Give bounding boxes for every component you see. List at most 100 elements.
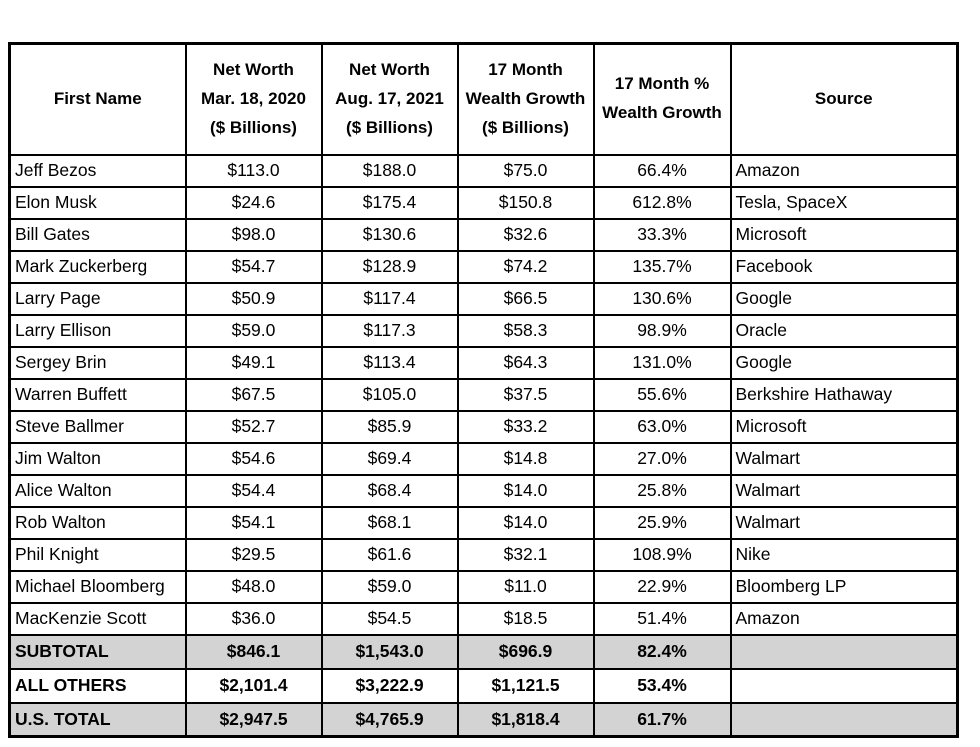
cell-first-name: Phil Knight bbox=[8, 537, 187, 572]
cell-pct-wealth-growth: 108.9% bbox=[592, 537, 732, 572]
table-header: First Name Net Worth Mar. 18, 2020 ($ Bi… bbox=[8, 42, 959, 156]
cell-wealth-growth: $150.8 bbox=[456, 185, 595, 220]
table-row: MacKenzie Scott $36.0 $54.5 $18.5 51.4% Amazo… bbox=[8, 601, 959, 636]
table-body: Jeff Bezos $113.0 $188.0 $75.0 66.4% Amazon El… bbox=[8, 153, 959, 738]
cell-source: Oracle bbox=[729, 313, 959, 348]
cell-net-worth-2021: $68.1 bbox=[320, 505, 459, 540]
summary-row: ALL OTHERS $2,101.4 $3,222.9 $1,121.5 53.4% bbox=[8, 667, 959, 704]
cell-source: Walmart bbox=[729, 441, 959, 476]
cell-source bbox=[729, 667, 959, 704]
cell-net-worth-2021: $117.4 bbox=[320, 281, 459, 316]
table-row: Michael Bloomberg $48.0 $59.0 $11.0 22.9% Blo… bbox=[8, 569, 959, 604]
cell-pct-wealth-growth: 131.0% bbox=[592, 345, 732, 380]
summary-row: SUBTOTAL $846.1 $1,543.0 $696.9 82.4% bbox=[8, 633, 959, 670]
cell-first-name: Bill Gates bbox=[8, 217, 187, 252]
cell-source: Microsoft bbox=[729, 409, 959, 444]
table-row: Elon Musk $24.6 $175.4 $150.8 612.8% Tesla, S… bbox=[8, 185, 959, 220]
table-row: Jim Walton $54.6 $69.4 $14.8 27.0% Walmart bbox=[8, 441, 959, 476]
cell-net-worth-2020: $113.0 bbox=[184, 153, 323, 188]
cell-wealth-growth: $58.3 bbox=[456, 313, 595, 348]
cell-net-worth-2021: $54.5 bbox=[320, 601, 459, 636]
cell-net-worth-2020: $50.9 bbox=[184, 281, 323, 316]
cell-source: Amazon bbox=[729, 153, 959, 188]
cell-pct-wealth-growth: 66.4% bbox=[592, 153, 732, 188]
cell-source: Berkshire Hathaway bbox=[729, 377, 959, 412]
cell-first-name: Larry Ellison bbox=[8, 313, 187, 348]
cell-net-worth-2020: $54.4 bbox=[184, 473, 323, 508]
table-row: Mark Zuckerberg $54.7 $128.9 $74.2 135.7% Fac… bbox=[8, 249, 959, 284]
header-source: Source bbox=[729, 42, 959, 156]
cell-net-worth-2021: $4,765.9 bbox=[320, 701, 459, 738]
cell-first-name: U.S. TOTAL bbox=[8, 701, 187, 738]
cell-first-name: Steve Ballmer bbox=[8, 409, 187, 444]
cell-wealth-growth: $14.0 bbox=[456, 473, 595, 508]
cell-pct-wealth-growth: 63.0% bbox=[592, 409, 732, 444]
cell-source bbox=[729, 701, 959, 738]
header-wealth-growth: 17 Month Wealth Growth ($ Billions) bbox=[456, 42, 595, 156]
cell-pct-wealth-growth: 25.9% bbox=[592, 505, 732, 540]
table-row: Larry Page $50.9 $117.4 $66.5 130.6% Google bbox=[8, 281, 959, 316]
cell-net-worth-2020: $2,101.4 bbox=[184, 667, 323, 704]
cell-wealth-growth: $75.0 bbox=[456, 153, 595, 188]
header-net-worth-2021: Net Worth Aug. 17, 2021 ($ Billions) bbox=[320, 42, 459, 156]
cell-net-worth-2020: $49.1 bbox=[184, 345, 323, 380]
table-row: Bill Gates $98.0 $130.6 $32.6 33.3% Microsoft bbox=[8, 217, 959, 252]
cell-net-worth-2020: $24.6 bbox=[184, 185, 323, 220]
cell-pct-wealth-growth: 98.9% bbox=[592, 313, 732, 348]
cell-source bbox=[729, 633, 959, 670]
header-pct-wealth-growth: 17 Month % Wealth Growth bbox=[592, 42, 732, 156]
cell-first-name: MacKenzie Scott bbox=[8, 601, 187, 636]
cell-source: Walmart bbox=[729, 473, 959, 508]
cell-source: Bloomberg LP bbox=[729, 569, 959, 604]
cell-net-worth-2020: $54.1 bbox=[184, 505, 323, 540]
cell-wealth-growth: $18.5 bbox=[456, 601, 595, 636]
cell-pct-wealth-growth: 55.6% bbox=[592, 377, 732, 412]
cell-pct-wealth-growth: 25.8% bbox=[592, 473, 732, 508]
cell-first-name: Sergey Brin bbox=[8, 345, 187, 380]
cell-source: Google bbox=[729, 345, 959, 380]
billionaire-wealth-table: First Name Net Worth Mar. 18, 2020 ($ Bi… bbox=[8, 42, 959, 738]
cell-net-worth-2020: $54.7 bbox=[184, 249, 323, 284]
table-row: Steve Ballmer $52.7 $85.9 $33.2 63.0% Microso… bbox=[8, 409, 959, 444]
table-row: Rob Walton $54.1 $68.1 $14.0 25.9% Walmart bbox=[8, 505, 959, 540]
cell-wealth-growth: $33.2 bbox=[456, 409, 595, 444]
cell-wealth-growth: $74.2 bbox=[456, 249, 595, 284]
cell-net-worth-2021: $128.9 bbox=[320, 249, 459, 284]
cell-pct-wealth-growth: 61.7% bbox=[592, 701, 732, 738]
cell-net-worth-2020: $59.0 bbox=[184, 313, 323, 348]
cell-source: Facebook bbox=[729, 249, 959, 284]
cell-first-name: SUBTOTAL bbox=[8, 633, 187, 670]
cell-pct-wealth-growth: 130.6% bbox=[592, 281, 732, 316]
header-net-worth-2020: Net Worth Mar. 18, 2020 ($ Billions) bbox=[184, 42, 323, 156]
table-row: Larry Ellison $59.0 $117.3 $58.3 98.9% Oracle bbox=[8, 313, 959, 348]
header-first-name: First Name bbox=[8, 42, 187, 156]
cell-net-worth-2020: $29.5 bbox=[184, 537, 323, 572]
cell-pct-wealth-growth: 27.0% bbox=[592, 441, 732, 476]
cell-source: Walmart bbox=[729, 505, 959, 540]
cell-source: Google bbox=[729, 281, 959, 316]
summary-row: U.S. TOTAL $2,947.5 $4,765.9 $1,818.4 61.7% bbox=[8, 701, 959, 738]
cell-net-worth-2020: $2,947.5 bbox=[184, 701, 323, 738]
cell-net-worth-2020: $52.7 bbox=[184, 409, 323, 444]
cell-first-name: Warren Buffett bbox=[8, 377, 187, 412]
cell-pct-wealth-growth: 51.4% bbox=[592, 601, 732, 636]
cell-net-worth-2021: $85.9 bbox=[320, 409, 459, 444]
cell-net-worth-2020: $54.6 bbox=[184, 441, 323, 476]
cell-source: Amazon bbox=[729, 601, 959, 636]
cell-net-worth-2020: $48.0 bbox=[184, 569, 323, 604]
cell-net-worth-2021: $117.3 bbox=[320, 313, 459, 348]
cell-first-name: Jeff Bezos bbox=[8, 153, 187, 188]
table-row: Alice Walton $54.4 $68.4 $14.0 25.8% Walmart bbox=[8, 473, 959, 508]
cell-net-worth-2021: $59.0 bbox=[320, 569, 459, 604]
cell-first-name: Elon Musk bbox=[8, 185, 187, 220]
cell-source: Tesla, SpaceX bbox=[729, 185, 959, 220]
table-row: Jeff Bezos $113.0 $188.0 $75.0 66.4% Amazon bbox=[8, 153, 959, 188]
cell-net-worth-2021: $113.4 bbox=[320, 345, 459, 380]
cell-net-worth-2021: $175.4 bbox=[320, 185, 459, 220]
cell-wealth-growth: $14.8 bbox=[456, 441, 595, 476]
cell-source: Microsoft bbox=[729, 217, 959, 252]
cell-first-name: Rob Walton bbox=[8, 505, 187, 540]
cell-wealth-growth: $696.9 bbox=[456, 633, 595, 670]
cell-first-name: Larry Page bbox=[8, 281, 187, 316]
cell-first-name: Michael Bloomberg bbox=[8, 569, 187, 604]
